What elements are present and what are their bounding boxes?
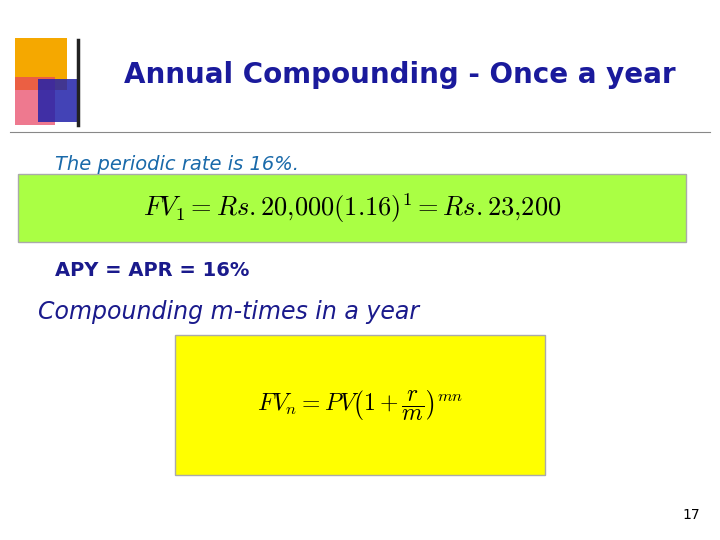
Bar <box>38 79 78 122</box>
Bar <box>15 77 55 125</box>
FancyBboxPatch shape <box>175 335 545 475</box>
Text: Annual Compounding - Once a year: Annual Compounding - Once a year <box>124 61 676 89</box>
Text: $FV_1=Rs.20{,}000(1.16)^1= Rs.23{,}200$: $FV_1=Rs.20{,}000(1.16)^1= Rs.23{,}200$ <box>143 191 561 225</box>
Text: $FV_n=PV\left(1+\dfrac{r}{m}\right)^{mn}$: $FV_n=PV\left(1+\dfrac{r}{m}\right)^{mn}… <box>257 388 463 422</box>
Text: The periodic rate is 16%.: The periodic rate is 16%. <box>55 156 299 174</box>
Text: 17: 17 <box>683 508 700 522</box>
Text: APY = APR = 16%: APY = APR = 16% <box>55 260 249 280</box>
Bar <box>15 38 67 90</box>
FancyBboxPatch shape <box>18 174 686 242</box>
Text: Compounding m-times in a year: Compounding m-times in a year <box>38 300 419 324</box>
